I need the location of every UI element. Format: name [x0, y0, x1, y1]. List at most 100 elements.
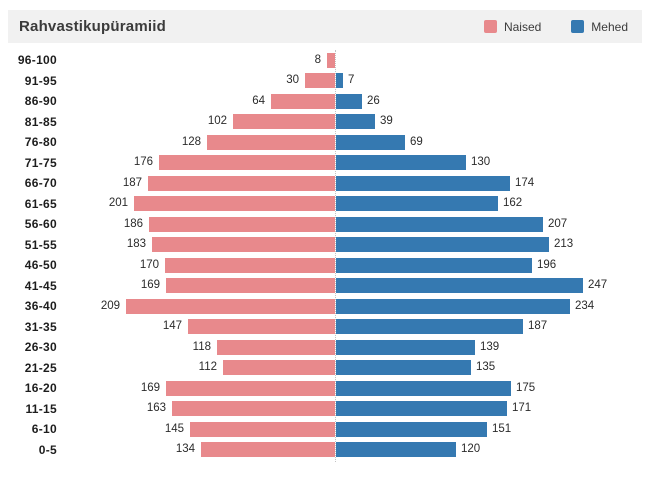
age-group-label: 46-50 — [24, 258, 57, 273]
pyramid-row: 66-70 187 174 — [0, 173, 650, 194]
chart-title: Rahvastikupüramiid — [19, 18, 166, 35]
age-group-label: 56-60 — [24, 217, 57, 232]
mehed-value-label: 7 — [348, 74, 355, 87]
naised-bar[interactable] — [217, 339, 335, 355]
naised-value-label: 209 — [100, 299, 120, 312]
age-group-label: 0-5 — [38, 442, 57, 457]
right-half: 175 — [335, 380, 650, 396]
mehed-bar[interactable] — [335, 155, 466, 171]
naised-bar[interactable] — [188, 319, 335, 335]
mehed-bar[interactable] — [335, 319, 523, 335]
mehed-value-label: 207 — [548, 217, 568, 230]
right-half: 171 — [335, 401, 650, 417]
naised-bar[interactable] — [152, 237, 335, 253]
left-half: 128 — [57, 134, 335, 150]
legend-label: Mehed — [591, 19, 628, 34]
age-group-label: 96-100 — [17, 53, 57, 68]
mehed-bar[interactable] — [335, 73, 343, 89]
naised-bar[interactable] — [233, 114, 335, 130]
naised-bar[interactable] — [134, 196, 335, 212]
legend-swatch-icon — [483, 20, 497, 33]
mehed-bar[interactable] — [335, 278, 583, 294]
naised-value-label: 163 — [146, 402, 166, 415]
mehed-bar[interactable] — [335, 196, 498, 212]
mehed-value-label: 162 — [503, 197, 523, 210]
mehed-bar[interactable] — [335, 401, 507, 417]
age-group-label: 71-75 — [24, 155, 57, 170]
mehed-bar[interactable] — [335, 298, 570, 314]
right-half: 174 — [335, 175, 650, 191]
naised-bar[interactable] — [271, 93, 335, 109]
pyramid-row: 11-15 163 171 — [0, 399, 650, 420]
age-group-label: 21-25 — [24, 360, 57, 375]
left-half: 163 — [57, 401, 335, 417]
chart-header: Rahvastikupüramiid Naised Mehed — [8, 10, 642, 43]
right-half: 234 — [335, 298, 650, 314]
mehed-value-label: 130 — [471, 156, 491, 169]
right-half: 69 — [335, 134, 650, 150]
naised-bar[interactable] — [327, 52, 335, 68]
legend-item-naised[interactable]: Naised — [483, 20, 541, 34]
legend-item-mehed[interactable]: Mehed — [571, 20, 628, 34]
naised-bar[interactable] — [305, 73, 335, 89]
age-group-label: 11-15 — [25, 401, 57, 416]
mehed-value-label: 171 — [512, 402, 532, 415]
mehed-bar[interactable] — [335, 257, 532, 273]
left-half: 145 — [57, 421, 335, 437]
mehed-bar[interactable] — [335, 339, 475, 355]
mehed-value-label: 39 — [380, 115, 393, 128]
left-half: 8 — [57, 52, 335, 68]
right-half: 39 — [335, 114, 650, 130]
naised-bar[interactable] — [172, 401, 335, 417]
left-half: 64 — [57, 93, 335, 109]
mehed-bar[interactable] — [335, 175, 510, 191]
pyramid-row: 81-85 102 39 — [0, 112, 650, 133]
legend-swatch-icon — [571, 20, 585, 33]
left-half: 169 — [57, 380, 335, 396]
naised-bar[interactable] — [166, 278, 335, 294]
mehed-bar[interactable] — [335, 134, 405, 150]
mehed-bar[interactable] — [335, 216, 543, 232]
left-half: 201 — [57, 196, 335, 212]
naised-bar[interactable] — [126, 298, 335, 314]
pyramid-row: 71-75 176 130 — [0, 153, 650, 174]
mehed-bar[interactable] — [335, 360, 471, 376]
mehed-value-label: 120 — [461, 443, 481, 456]
mehed-value-label: 151 — [492, 422, 512, 435]
pyramid-row: 26-30 118 139 — [0, 337, 650, 358]
left-half: 187 — [57, 175, 335, 191]
right-half: 7 — [335, 73, 650, 89]
naised-value-label: 30 — [286, 74, 299, 87]
naised-bar[interactable] — [159, 155, 335, 171]
naised-bar[interactable] — [148, 175, 335, 191]
pyramid-row: 46-50 170 196 — [0, 255, 650, 276]
right-half — [335, 53, 650, 68]
naised-bar[interactable] — [207, 134, 335, 150]
left-half: 118 — [57, 339, 335, 355]
naised-bar[interactable] — [223, 360, 335, 376]
mehed-bar[interactable] — [335, 114, 375, 130]
naised-bar[interactable] — [165, 257, 335, 273]
age-group-label: 41-45 — [24, 278, 57, 293]
naised-value-label: 183 — [126, 238, 146, 251]
mehed-bar[interactable] — [335, 421, 487, 437]
naised-value-label: 186 — [123, 217, 143, 230]
naised-bar[interactable] — [201, 442, 335, 458]
mehed-bar[interactable] — [335, 93, 362, 109]
mehed-bar[interactable] — [335, 380, 511, 396]
naised-bar[interactable] — [166, 380, 335, 396]
right-half: 187 — [335, 319, 650, 335]
left-half: 170 — [57, 257, 335, 273]
naised-bar[interactable] — [190, 421, 335, 437]
mehed-value-label: 135 — [476, 361, 496, 374]
naised-value-label: 102 — [207, 115, 227, 128]
age-group-label: 16-20 — [24, 381, 57, 396]
pyramid-row: 31-35 147 187 — [0, 317, 650, 338]
right-half: 162 — [335, 196, 650, 212]
mehed-bar[interactable] — [335, 237, 549, 253]
mehed-bar[interactable] — [335, 442, 456, 458]
naised-bar[interactable] — [149, 216, 335, 232]
mehed-value-label: 69 — [410, 135, 423, 148]
legend: Naised Mehed — [483, 20, 628, 34]
